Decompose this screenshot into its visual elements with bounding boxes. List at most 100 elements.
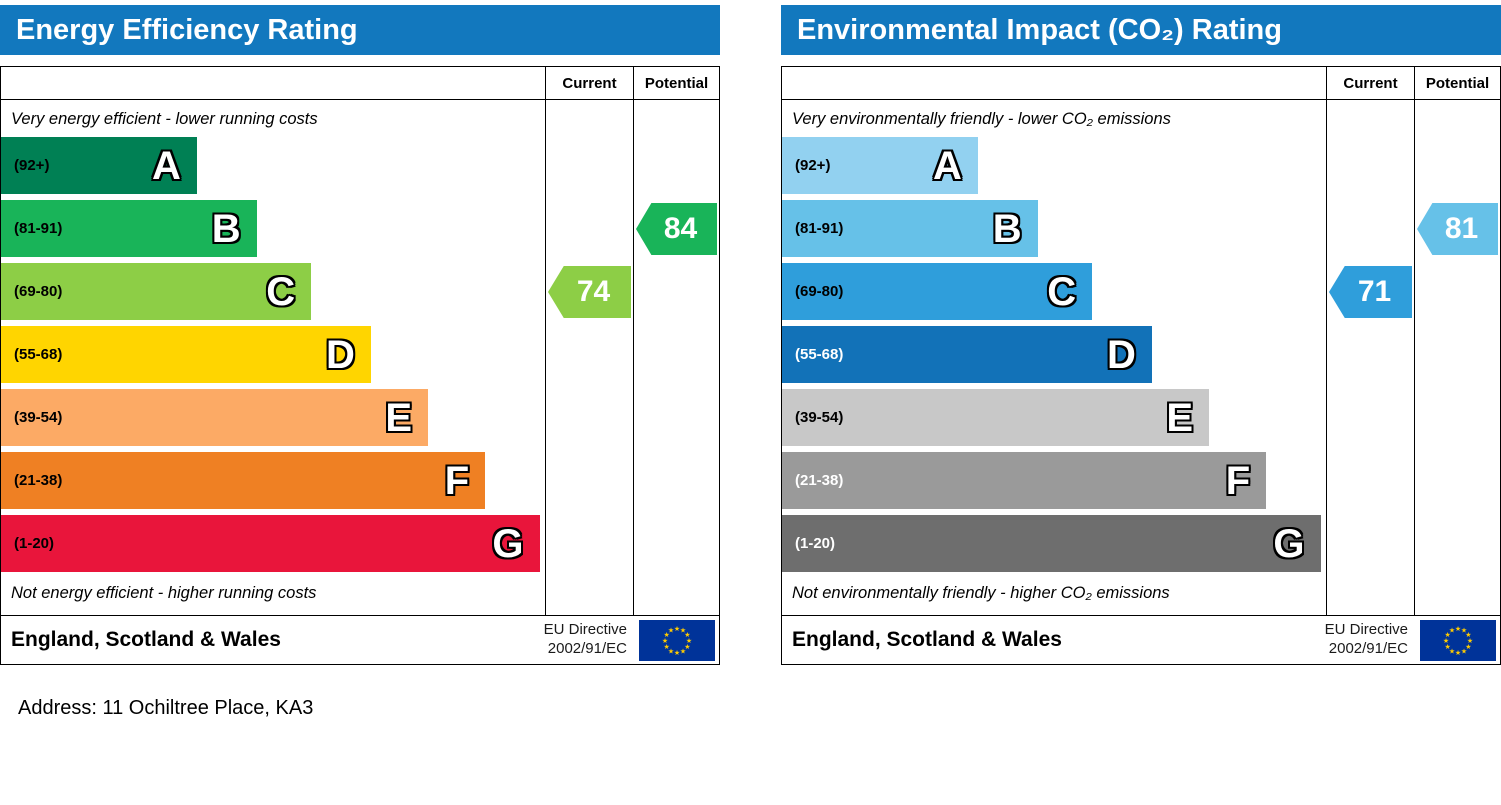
svg-text:★: ★ xyxy=(680,626,686,634)
current-rating-arrow: 74 xyxy=(548,266,631,318)
svg-text:★: ★ xyxy=(1465,643,1471,651)
svg-text:★: ★ xyxy=(668,647,674,655)
band-range-label: (81-91) xyxy=(795,220,844,237)
band-range-label: (1-20) xyxy=(795,535,836,552)
rating-table: Current Potential Very energy efficient … xyxy=(0,66,720,665)
svg-text:★: ★ xyxy=(686,637,692,645)
top-note: Very energy efficient - lower running co… xyxy=(11,110,318,128)
svg-text:★: ★ xyxy=(663,631,669,639)
band-row: (1-20) G xyxy=(1,515,540,572)
band-row: (81-91) B xyxy=(1,200,257,257)
band-range-label: (55-68) xyxy=(795,346,844,363)
band-range-label: (21-38) xyxy=(14,472,63,489)
band-row: (55-68) D xyxy=(782,326,1152,383)
band-letter: A xyxy=(932,143,962,188)
band-range-label: (55-68) xyxy=(14,346,63,363)
eu-directive-label: EU Directive 2002/91/EC xyxy=(1325,621,1408,659)
band-range-label: (69-80) xyxy=(795,283,844,300)
current-rating-arrow: 71 xyxy=(1329,266,1412,318)
band-row: (81-91) B xyxy=(782,200,1038,257)
band-letter: E xyxy=(1166,395,1194,440)
svg-text:★: ★ xyxy=(684,631,690,639)
svg-text:★: ★ xyxy=(680,647,686,655)
band-range-label: (39-54) xyxy=(14,409,63,426)
potential-rating-arrow: 81 xyxy=(1417,203,1498,255)
band-range-label: (39-54) xyxy=(795,409,844,426)
top-note: Very environmentally friendly - lower CO… xyxy=(792,110,1171,128)
current-column: 71 xyxy=(1326,100,1414,615)
band-row: (92+) A xyxy=(1,137,197,194)
chart-title-bar: Energy Efficiency Rating xyxy=(0,5,720,55)
potential-rating-arrow: 84 xyxy=(636,203,717,255)
chart-title: Environmental Impact (CO₂) Rating xyxy=(797,14,1282,46)
band-row: (21-38) F xyxy=(782,452,1267,509)
svg-text:★: ★ xyxy=(1467,637,1473,645)
band-letter: C xyxy=(266,269,296,314)
address-line: Address: 11 Ochiltree Place, KA3 xyxy=(18,697,314,719)
band-area: Very energy efficient - lower running co… xyxy=(1,100,545,615)
potential-column-header: Potential xyxy=(633,67,719,100)
current-column-header: Current xyxy=(545,67,633,100)
svg-text:★: ★ xyxy=(674,625,680,633)
potential-column-header: Potential xyxy=(1414,67,1500,100)
svg-text:★: ★ xyxy=(1455,625,1461,633)
svg-text:★: ★ xyxy=(1449,626,1455,634)
eu-directive-line1: EU Directive xyxy=(543,621,627,639)
svg-text:★: ★ xyxy=(668,626,674,634)
eu-directive-line2: 2002/91/EC xyxy=(1328,640,1408,657)
eu-directive-label: EU Directive 2002/91/EC xyxy=(544,621,627,659)
svg-text:★: ★ xyxy=(684,643,690,651)
rating-table: Current Potential Very environmentally f… xyxy=(781,66,1501,665)
epc-chart: Environmental Impact (CO₂) Rating Curren… xyxy=(781,5,1501,665)
svg-text:★: ★ xyxy=(1444,631,1450,639)
table-footer: England, Scotland & Wales EU Directive 2… xyxy=(1,615,719,664)
svg-text:★: ★ xyxy=(1443,637,1449,645)
svg-text:★: ★ xyxy=(1465,631,1471,639)
band-range-label: (1-20) xyxy=(14,535,55,552)
header-blank-cell xyxy=(782,67,1326,100)
band-letter: G xyxy=(492,521,524,566)
band-letter: C xyxy=(1047,269,1077,314)
band-range-label: (21-38) xyxy=(795,472,844,489)
eu-directive-line2: 2002/91/EC xyxy=(547,640,627,657)
band-range-label: (81-91) xyxy=(14,220,63,237)
potential-column: 84 xyxy=(633,100,719,615)
svg-text:★: ★ xyxy=(663,643,669,651)
band-row: (39-54) E xyxy=(1,389,429,446)
eu-directive-line1: EU Directive xyxy=(1324,621,1408,639)
epc-page: Energy Efficiency Rating Current Potenti… xyxy=(0,5,1501,665)
band-row: (69-80) C xyxy=(782,263,1093,320)
svg-text:★: ★ xyxy=(662,637,668,645)
band-letter: A xyxy=(151,143,181,188)
current-column-header: Current xyxy=(1326,67,1414,100)
svg-text:★: ★ xyxy=(1461,647,1467,655)
band-row: (1-20) G xyxy=(782,515,1321,572)
band-letter: F xyxy=(1225,458,1251,503)
svg-text:★: ★ xyxy=(1455,649,1461,657)
band-letter: B xyxy=(992,206,1022,251)
region-label: England, Scotland & Wales xyxy=(11,628,281,651)
bottom-note: Not environmentally friendly - higher CO… xyxy=(792,584,1170,602)
band-range-label: (92+) xyxy=(14,157,50,174)
band-letter: D xyxy=(1107,332,1136,377)
band-area: Very environmentally friendly - lower CO… xyxy=(782,100,1326,615)
band-letter: E xyxy=(385,395,413,440)
svg-text:★: ★ xyxy=(1461,626,1467,634)
band-range-label: (92+) xyxy=(795,157,831,174)
svg-text:★: ★ xyxy=(674,649,680,657)
chart-title: Energy Efficiency Rating xyxy=(16,14,358,46)
eu-flag-icon: ★ ★ ★ ★ ★ ★ ★ ★ ★ ★ ★ ★ xyxy=(1420,619,1496,661)
current-column: 74 xyxy=(545,100,633,615)
band-range-label: (69-80) xyxy=(14,283,63,300)
svg-text:★: ★ xyxy=(1444,643,1450,651)
table-footer: England, Scotland & Wales EU Directive 2… xyxy=(782,615,1500,664)
band-letter: F xyxy=(444,458,470,503)
chart-title-bar: Environmental Impact (CO₂) Rating xyxy=(781,5,1501,55)
eu-flag-icon: ★ ★ ★ ★ ★ ★ ★ ★ ★ ★ ★ ★ xyxy=(639,619,715,661)
header-blank-cell xyxy=(1,67,545,100)
band-row: (69-80) C xyxy=(1,263,312,320)
band-letter: D xyxy=(326,332,355,377)
band-row: (21-38) F xyxy=(1,452,486,509)
band-row: (55-68) D xyxy=(1,326,371,383)
band-list: (92+) A (81-91) B (69-80) C (55-68) D (39-54) E (2… xyxy=(782,137,1326,572)
